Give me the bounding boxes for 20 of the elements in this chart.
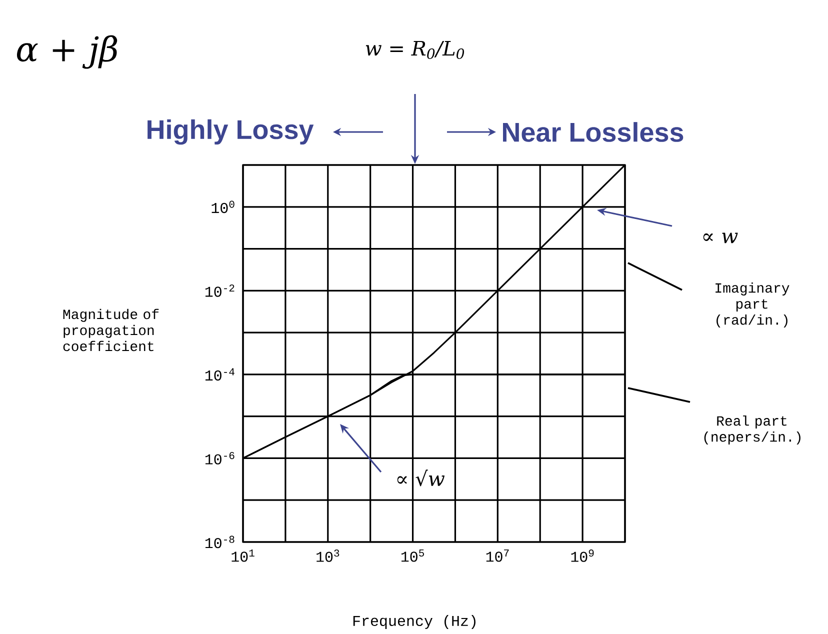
text: Real part (nepers/in.): [704, 415, 800, 445]
x-tick-label: 10$^{1}$: [232, 550, 254, 562]
y-tick-label: 10$^{-4}$: [205, 368, 234, 381]
text: w = R$_{0}$/L$_{0}$: [366, 40, 464, 60]
y-tick-label: 10$^{-2}$: [205, 284, 234, 297]
text: α + jβ: [16, 35, 118, 69]
text: Imaginary part (rad/in.): [716, 282, 790, 328]
y-tick-label: 10$^{0}$: [212, 200, 234, 214]
annotation: ∝ √w: [397, 470, 445, 486]
y-tick-label: 10$^{-8}$: [205, 536, 234, 548]
y-axis-title: Magnitude of propagation coefficient: [63, 308, 159, 352]
x-tick-label: 10$^{5}$: [401, 550, 424, 562]
text: Highly Lossy: [148, 119, 314, 145]
x-axis-title: Frequency (Hz): [353, 614, 476, 629]
text: Near Lossless: [503, 122, 684, 142]
text: ∝ w: [703, 232, 738, 244]
x-tick-label: 10$^{3}$: [316, 550, 340, 562]
x-tick-label: 10$^{9}$: [571, 550, 594, 562]
x-tick-label: 10$^{7}$: [486, 550, 509, 562]
y-tick-label: 10$^{-6}$: [205, 452, 234, 464]
